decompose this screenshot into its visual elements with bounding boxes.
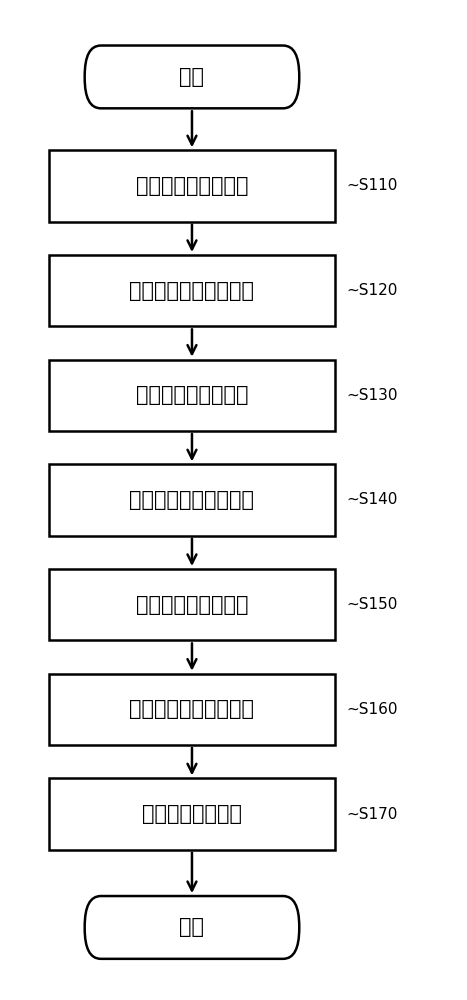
FancyBboxPatch shape: [49, 569, 335, 640]
Text: 第一发光层蒸镀步骤: 第一发光层蒸镀步骤: [136, 176, 248, 196]
Text: ~S170: ~S170: [347, 807, 398, 822]
Text: 第二发光器件形成步骤: 第二发光器件形成步骤: [129, 490, 255, 510]
Text: ~S150: ~S150: [347, 597, 398, 612]
Text: ~S110: ~S110: [347, 178, 398, 193]
Text: ~S140: ~S140: [347, 492, 398, 508]
FancyBboxPatch shape: [49, 674, 335, 745]
Text: ~S130: ~S130: [347, 388, 398, 403]
FancyBboxPatch shape: [85, 896, 299, 959]
Text: 第三发光器件形成步骤: 第三发光器件形成步骤: [129, 699, 255, 719]
FancyBboxPatch shape: [49, 150, 335, 222]
Text: ~S160: ~S160: [347, 702, 398, 717]
FancyBboxPatch shape: [49, 778, 335, 850]
Text: 结束: 结束: [179, 917, 205, 937]
FancyBboxPatch shape: [49, 255, 335, 326]
Text: 第三发光层蒸镀步骤: 第三发光层蒸镀步骤: [136, 595, 248, 615]
Text: 第二发光层蒸镀步骤: 第二发光层蒸镀步骤: [136, 385, 248, 405]
Text: ~S120: ~S120: [347, 283, 398, 298]
Text: 第一发光器件形成步骤: 第一发光器件形成步骤: [129, 281, 255, 301]
FancyBboxPatch shape: [85, 46, 299, 108]
FancyBboxPatch shape: [49, 464, 335, 536]
Text: 开始: 开始: [179, 67, 205, 87]
FancyBboxPatch shape: [49, 360, 335, 431]
Text: 发光器件蚀刻步骤: 发光器件蚀刻步骤: [142, 804, 242, 824]
